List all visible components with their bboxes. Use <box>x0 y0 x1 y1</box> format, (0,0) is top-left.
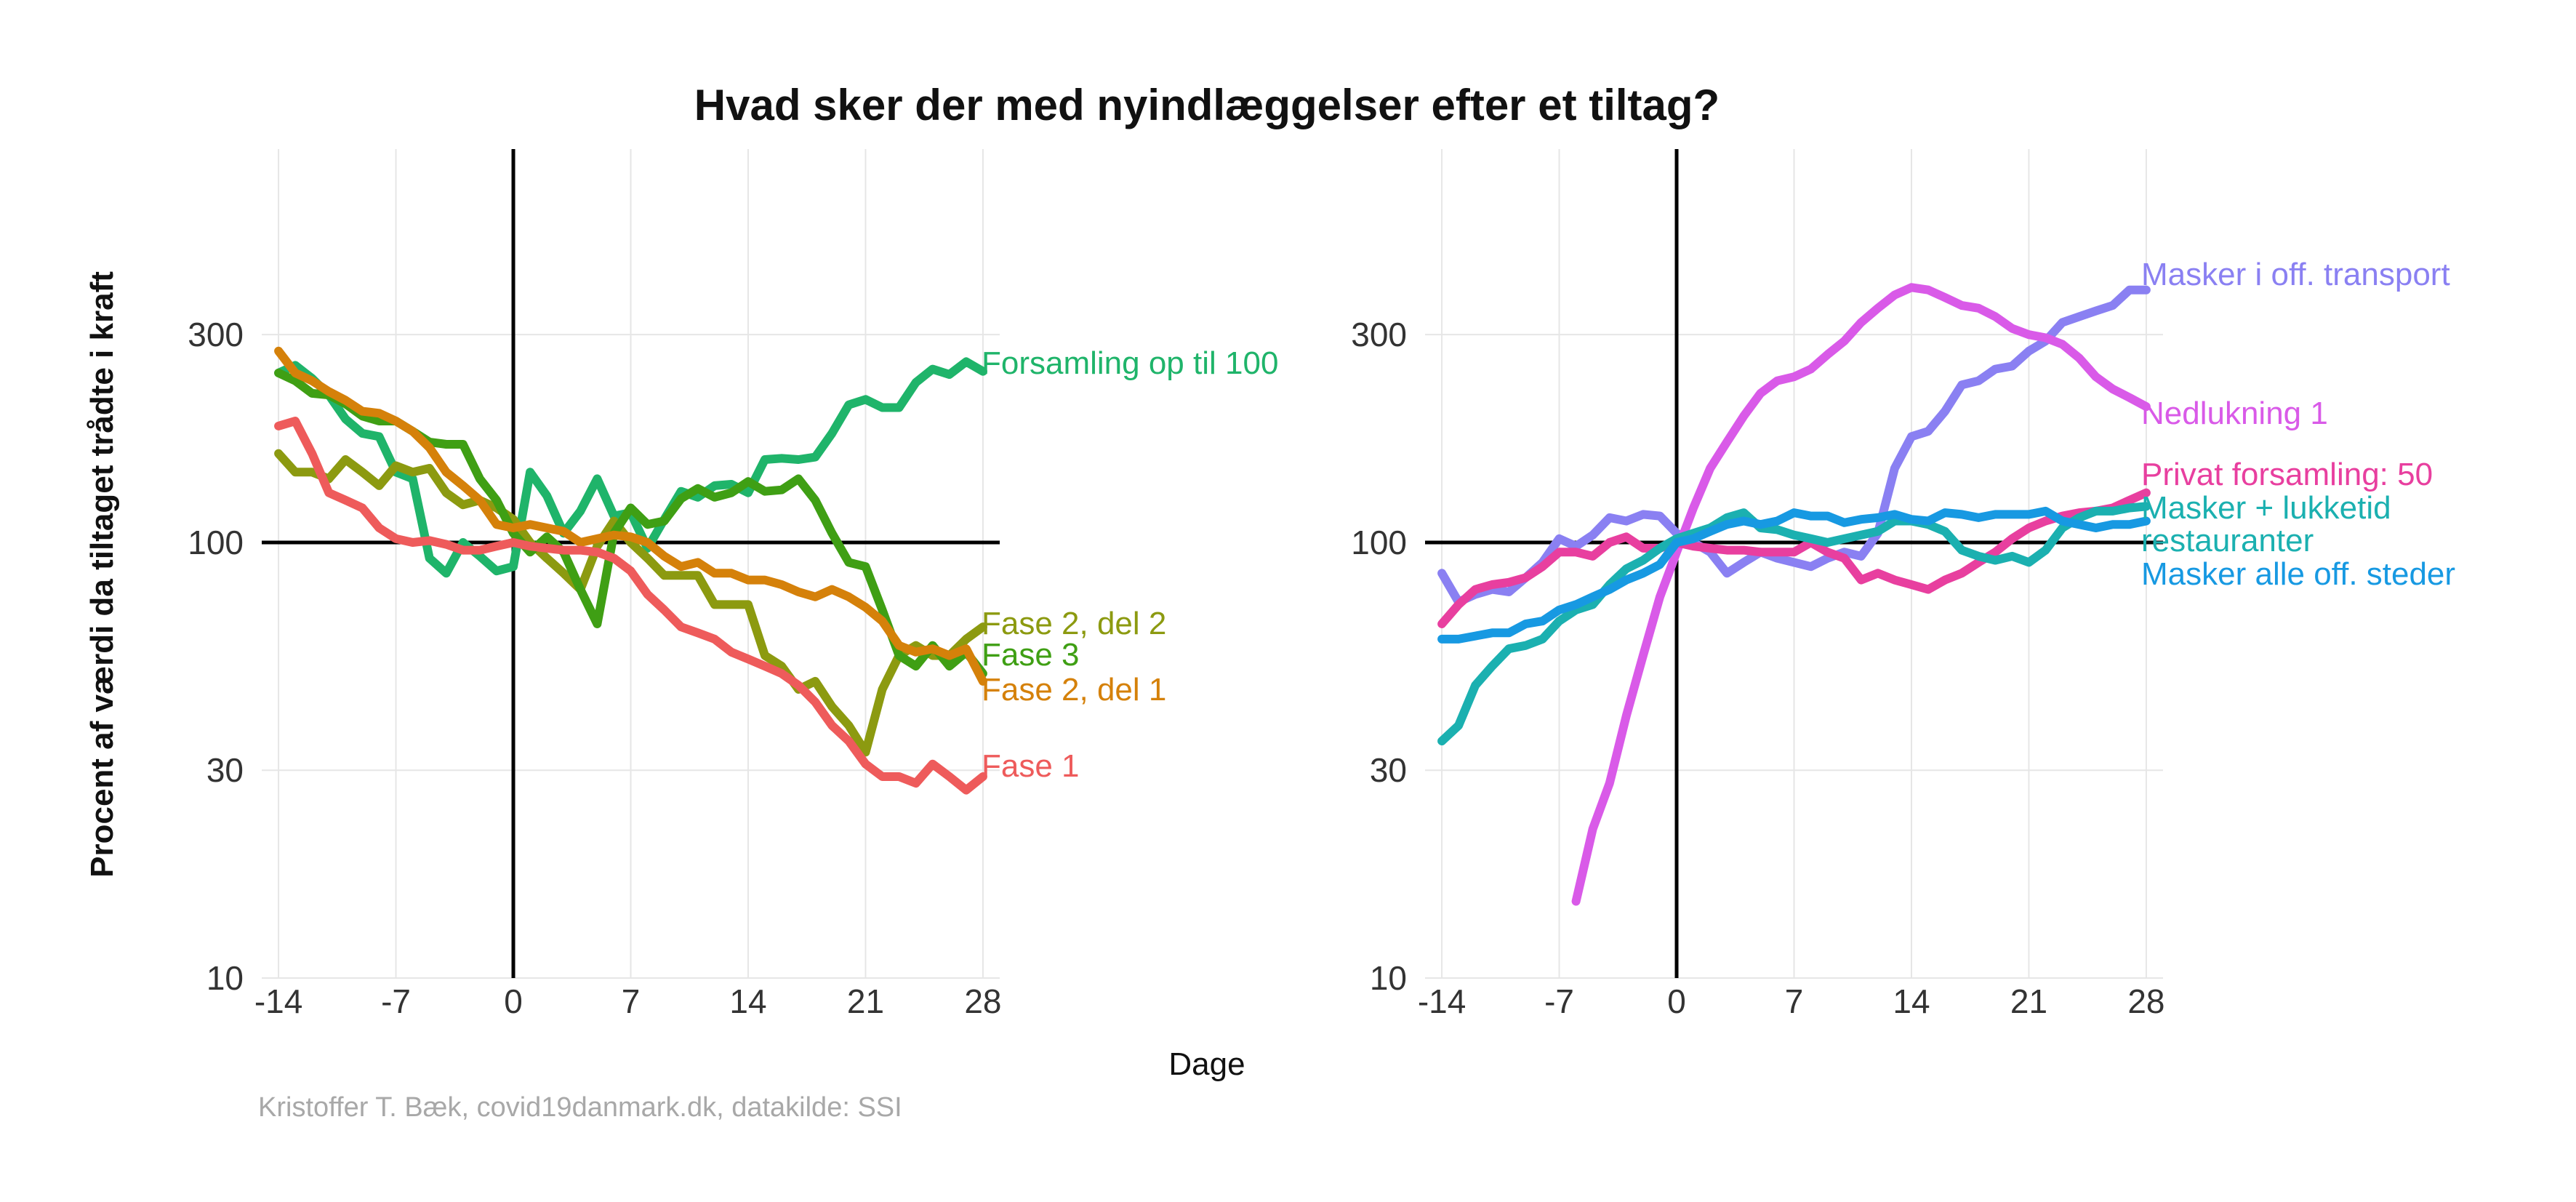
series-line-fase-2-del-1 <box>274 346 987 686</box>
y-tick-label: 100 <box>1351 524 1407 561</box>
y-tick-label: 300 <box>188 316 244 353</box>
x-tick-label: -7 <box>381 982 411 1020</box>
y-axis-label: Procent af værdi da tiltaget trådte i kr… <box>84 271 120 878</box>
series-label: Fase 2, del 2 <box>982 606 1166 641</box>
series-line-fase-2-del-2 <box>274 449 987 757</box>
x-tick-label: 0 <box>504 982 523 1020</box>
series-line-privat-forsamling-50 <box>1437 488 2151 628</box>
x-tick-label: 7 <box>622 982 641 1020</box>
y-tick-label: 300 <box>1351 316 1407 353</box>
series-line-masker-lukketid-restauranter <box>1437 502 2151 746</box>
series-label: Fase 3 <box>982 637 1080 673</box>
x-axis-label: Dage <box>1168 1046 1245 1082</box>
right-panel: -14 -7 0 7 14 21 28 10 30 100 300 Masker i off. tra… <box>1351 149 2455 1020</box>
series-label: restauranter <box>2141 523 2314 558</box>
series-label: Masker i off. transport <box>2141 257 2450 292</box>
series-label: Masker + lukketid <box>2141 490 2391 526</box>
chart-title: Hvad sker der med nyindlæggelser efter e… <box>694 81 1720 129</box>
y-tick-label: 10 <box>1370 959 1407 997</box>
series-label: Forsamling op til 100 <box>982 345 1278 381</box>
x-tick-label: 7 <box>1785 982 1804 1020</box>
x-tick-label: 28 <box>2127 982 2164 1020</box>
series-label: Fase 2, del 1 <box>982 672 1166 708</box>
series-line-masker-alle-off-steder <box>1437 506 2151 644</box>
series-label: Masker alle off. steder <box>2141 556 2455 592</box>
x-tick-label: -7 <box>1544 982 1574 1020</box>
chart-caption: Kristoffer T. Bæk, covid19danmark.dk, da… <box>258 1092 902 1123</box>
x-tick-label: 21 <box>847 982 884 1020</box>
x-tick-label: 28 <box>964 982 1001 1020</box>
series-label: Privat forsamling: 50 <box>2141 457 2433 492</box>
series-label: Nedlukning 1 <box>2141 396 2328 431</box>
x-tick-label: 14 <box>1893 982 1930 1020</box>
series-line-fase-1 <box>274 417 987 795</box>
x-tick-label: 14 <box>729 982 766 1020</box>
x-tick-label: -14 <box>1418 982 1466 1020</box>
x-tick-label: -14 <box>254 982 302 1020</box>
y-tick-label: 30 <box>206 751 244 789</box>
y-tick-label: 100 <box>188 524 244 561</box>
series-line-masker-i-off-transport <box>1437 285 2151 606</box>
x-tick-label: 21 <box>2010 982 2047 1020</box>
left-panel: -14 -7 0 7 14 21 28 10 30 100 300 Forsamling op til… <box>188 149 1278 1020</box>
series-label: Fase 1 <box>982 748 1080 784</box>
series-line-nedlukning-1 <box>1571 283 2151 906</box>
x-tick-label: 0 <box>1667 982 1686 1020</box>
y-tick-label: 30 <box>1370 751 1407 789</box>
y-tick-label: 10 <box>206 959 244 997</box>
